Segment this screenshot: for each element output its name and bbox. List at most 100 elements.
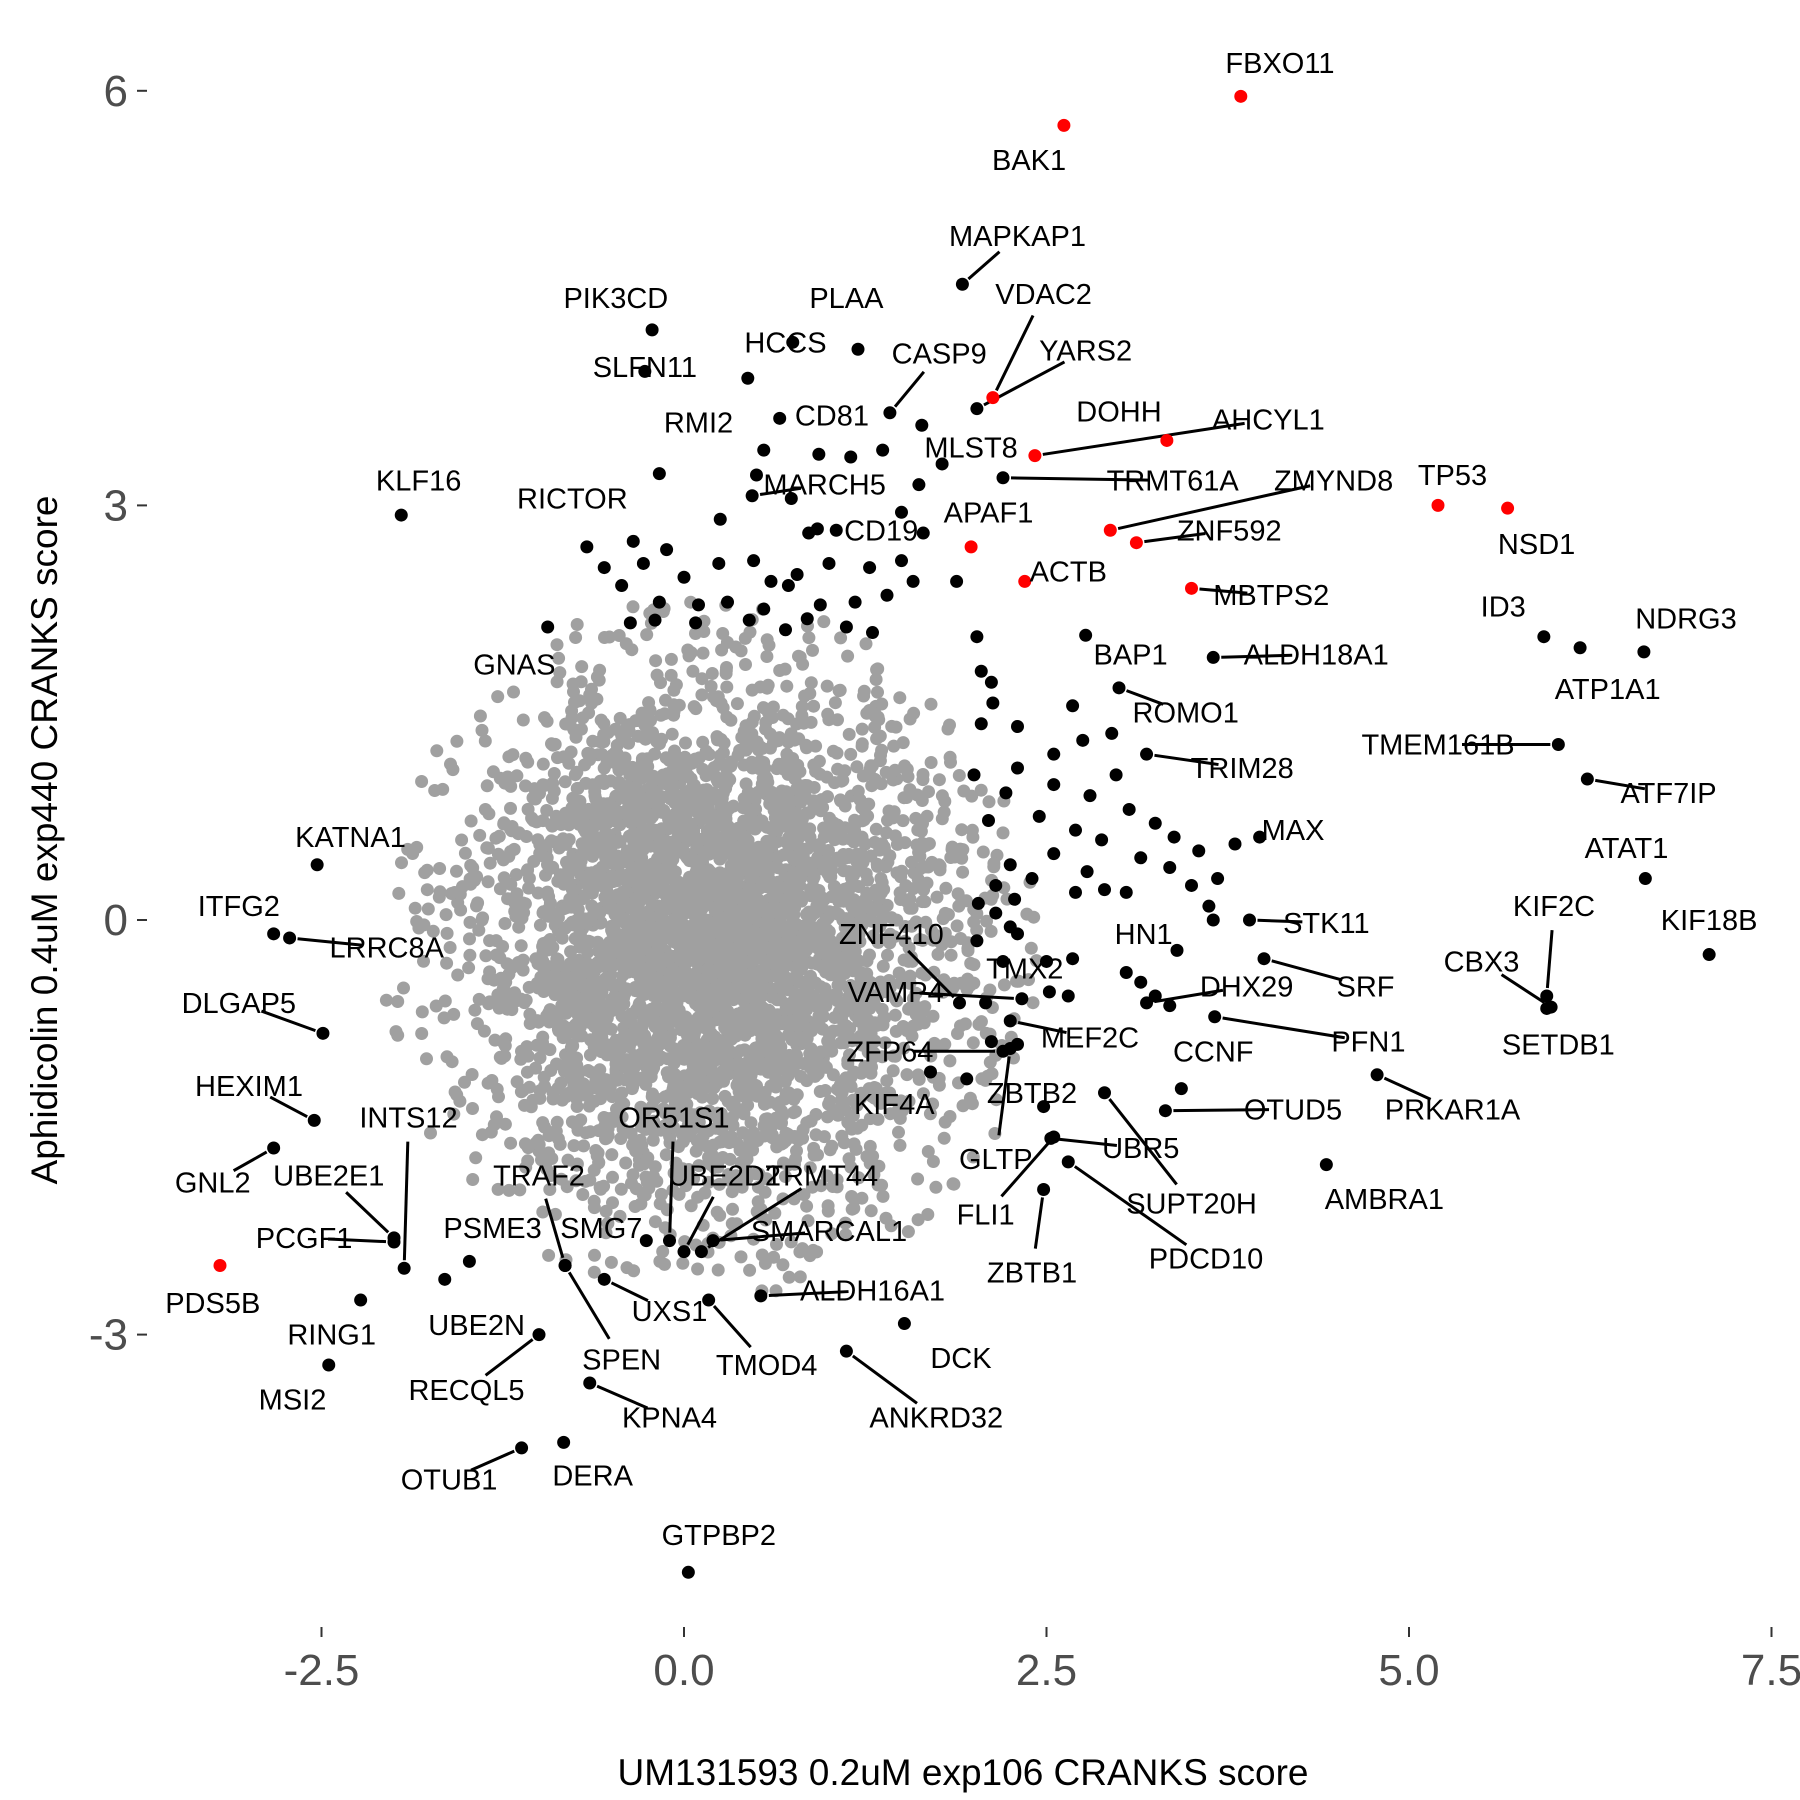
background-point (810, 839, 824, 852)
background-point (478, 803, 492, 816)
background-point (711, 793, 725, 807)
background-point (468, 1003, 482, 1017)
hit-point (1025, 872, 1039, 886)
background-point (871, 685, 884, 699)
background-point (481, 875, 495, 889)
background-point (550, 1057, 563, 1071)
background-point (614, 1182, 628, 1196)
hit-point (974, 717, 988, 731)
hit-point (1083, 789, 1097, 803)
gene-point (1185, 581, 1198, 595)
background-point (496, 853, 510, 867)
background-point (989, 1093, 1003, 1107)
background-point (504, 779, 518, 793)
background-point (778, 893, 792, 907)
background-point (937, 1131, 951, 1145)
background-point (787, 1092, 801, 1106)
gene-point (1015, 992, 1029, 1006)
background-point (932, 773, 946, 787)
background-point (887, 805, 901, 819)
background-point (654, 1188, 668, 1202)
background-point (656, 1245, 670, 1258)
hit-point (989, 906, 1003, 920)
gene-point (1028, 449, 1042, 463)
background-point (888, 829, 902, 843)
background-point (944, 755, 957, 769)
background-point (668, 818, 682, 832)
background-point (737, 1089, 751, 1103)
gene-point (267, 1141, 281, 1155)
background-point (664, 668, 678, 682)
gene-label: MAPKAP1 (949, 221, 1086, 253)
gene-point (394, 508, 408, 522)
background-point (426, 924, 440, 938)
y-axis: -3 0 3 6 (89, 67, 147, 1360)
background-point (544, 834, 558, 848)
background-point (921, 1145, 935, 1158)
gene-point (663, 1234, 676, 1248)
gene-point (915, 418, 929, 432)
background-point (618, 946, 632, 960)
background-point (725, 1185, 739, 1199)
background-point (788, 918, 802, 932)
gene-label: HN1 (1115, 919, 1173, 951)
hit-point (1185, 878, 1198, 892)
background-point (821, 938, 835, 952)
gene-label: MARCH5 (763, 470, 885, 502)
background-point (789, 1105, 802, 1118)
gene-point (1174, 1082, 1188, 1096)
background-point (651, 839, 665, 852)
background-point (695, 1074, 709, 1088)
background-point (830, 987, 843, 1001)
background-point (745, 683, 759, 697)
background-point (952, 899, 966, 913)
gene-label: DCK (930, 1343, 992, 1375)
background-point (718, 1089, 732, 1103)
gene-label: ZBTB2 (987, 1078, 1077, 1110)
gene-label: UXS1 (632, 1296, 708, 1328)
gene-point (996, 471, 1010, 485)
background-point (606, 1073, 620, 1087)
background-point (686, 780, 700, 794)
gene-label: RMI2 (664, 407, 733, 439)
hit-point (950, 574, 964, 588)
gene-label: VDAC2 (995, 279, 1092, 311)
background-point (950, 919, 964, 933)
background-point (395, 856, 408, 870)
gene-point (1206, 650, 1220, 664)
background-point (408, 901, 422, 915)
background-point (956, 843, 970, 857)
background-point (721, 1059, 735, 1073)
background-point (686, 978, 699, 992)
background-point (467, 873, 481, 887)
background-point (648, 1215, 662, 1229)
background-point (834, 774, 848, 788)
background-point (743, 817, 757, 831)
background-point (659, 1148, 673, 1162)
background-point (911, 1068, 925, 1082)
background-point (608, 907, 622, 921)
gene-label: OTUB1 (401, 1465, 498, 1497)
background-point (610, 874, 624, 888)
leader-line (1222, 1016, 1345, 1040)
background-point (711, 1263, 725, 1277)
background-point (584, 967, 598, 981)
background-point (863, 1139, 877, 1153)
background-point (571, 1068, 585, 1082)
background-point (679, 736, 692, 750)
background-point (806, 643, 819, 657)
hit-point (692, 598, 705, 612)
background-point (775, 1116, 788, 1130)
background-point (740, 720, 754, 734)
gene-point (645, 323, 659, 337)
background-point (689, 1144, 703, 1158)
background-point (633, 815, 647, 829)
background-point (554, 1172, 568, 1186)
background-point (542, 1015, 556, 1029)
background-point (587, 1265, 601, 1279)
gene-label: SUPT20H (1126, 1188, 1257, 1220)
hit-point (1163, 999, 1177, 1013)
background-point (976, 845, 990, 859)
background-point (432, 890, 446, 904)
background-point (711, 1033, 725, 1047)
